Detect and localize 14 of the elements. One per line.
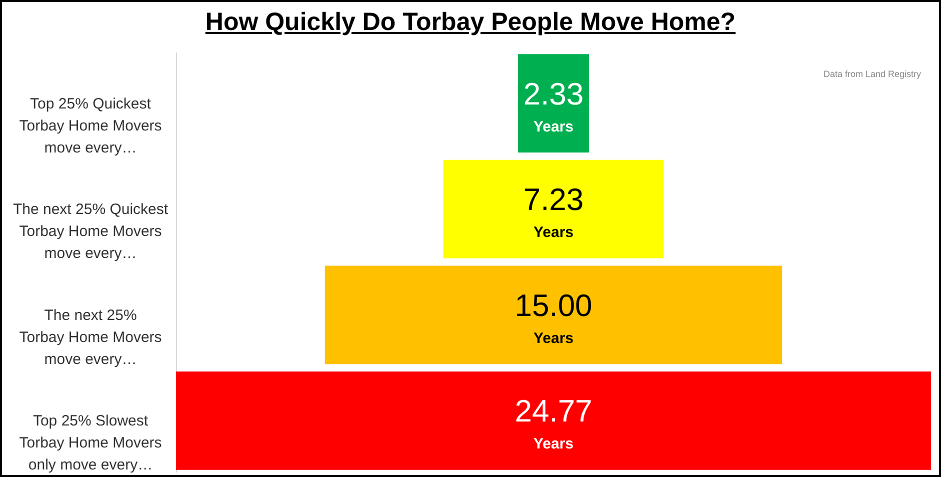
data-label: 15.00 bbox=[514, 288, 592, 323]
text: How Quickly Do Torbay People Move Home? bbox=[204, 8, 737, 37]
category-label: The next 25% Quickest Torbay Home Movers move every… bbox=[12, 201, 169, 262]
category-label: Top 25% Slowest Torbay Home Movers only move every… bbox=[19, 412, 162, 474]
text: Data from Land Registry bbox=[822, 68, 921, 81]
category-label: Top 25% Quickest Torbay Home Movers move every… bbox=[19, 95, 162, 156]
data-label: 2.33 bbox=[523, 76, 584, 112]
text: Years bbox=[533, 118, 574, 136]
text: Years bbox=[533, 436, 574, 453]
data-label: 7.23 bbox=[523, 182, 584, 218]
text: Years bbox=[533, 224, 574, 242]
data-label: 24.77 bbox=[514, 394, 592, 429]
text: Years bbox=[533, 330, 574, 347]
category-label: The next 25% Torbay Home Movers move every… bbox=[19, 306, 162, 368]
